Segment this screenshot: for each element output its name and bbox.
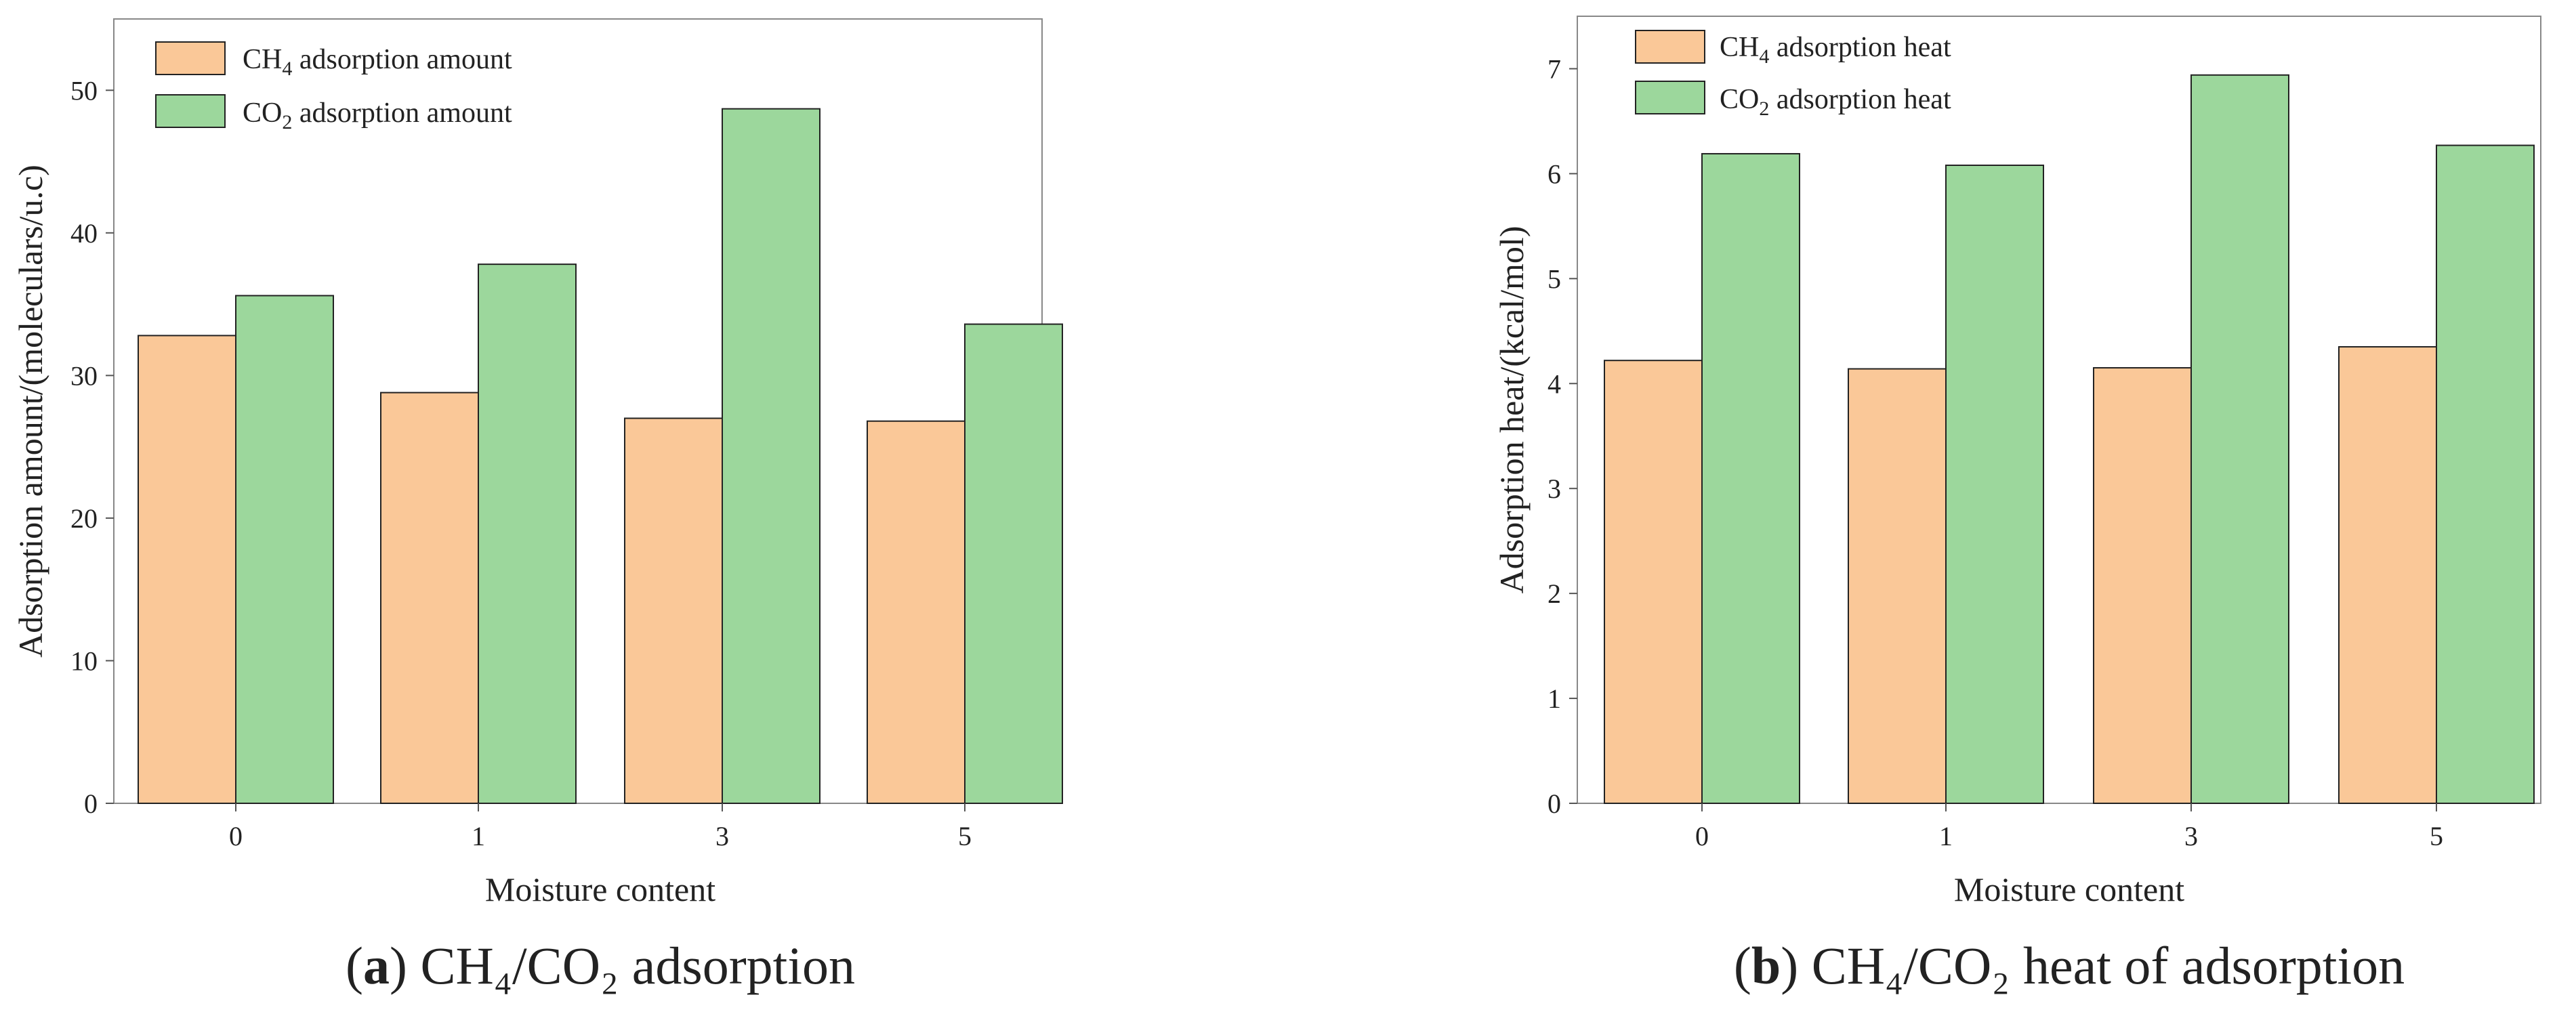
y-axis-title-a: Adsorption amount/(moleculars/u.c) — [12, 165, 49, 658]
y-tick-label: 1 — [1547, 683, 1561, 714]
plot-frame — [1577, 16, 2541, 804]
bar-ch4-1 — [1848, 368, 1947, 804]
legend-swatch-co2 — [155, 94, 226, 128]
x-tick-label: 1 — [472, 821, 485, 851]
legend-label-ch4: CH4 adsorption amount — [243, 44, 512, 80]
y-tick-label: 40 — [70, 218, 98, 249]
y-tick-label: 30 — [70, 360, 98, 391]
bar-co2-0 — [1701, 152, 1800, 805]
legend-label-ch4: CH4 adsorption heat — [1720, 32, 1951, 68]
legend-b: CH4 adsorption heat CO2 adsorption heat — [1635, 30, 1951, 120]
x-tick-label: 5 — [958, 821, 972, 851]
x-tick-label: 3 — [2184, 821, 2198, 851]
caption-b: (b) CH₄/CO₂ heat of adsorption — [1734, 936, 2405, 995]
bar-ch4-0 — [1604, 360, 1703, 804]
y-tick-label: 2 — [1547, 578, 1561, 609]
bar-ch4-5 — [2338, 346, 2437, 804]
legend-label-co2: CO2 adsorption amount — [243, 98, 512, 133]
y-tick-label: 50 — [70, 75, 98, 106]
legend-swatch-ch4 — [155, 41, 226, 75]
legend-label-co2: CO2 adsorption heat — [1720, 84, 1951, 120]
y-axis-title-b: Adsorption heat/(kcal/mol) — [1493, 226, 1531, 594]
bar-ch4-3 — [624, 417, 723, 804]
x-ticks-a: 0 1 3 5 — [229, 803, 972, 851]
bar-co2-1 — [1945, 165, 2044, 805]
legend-swatch-ch4 — [1635, 30, 1705, 64]
caption-a: (a) CH₄/CO₂ adsorption — [346, 936, 855, 995]
bar-co2-5 — [2436, 144, 2535, 804]
bar-ch4-5 — [867, 420, 965, 804]
y-ticks-a: 0 10 20 30 40 50 — [70, 75, 114, 819]
y-tick-label: 5 — [1547, 263, 1561, 294]
x-tick-label: 1 — [1939, 821, 1953, 851]
bar-co2-1 — [478, 263, 577, 804]
y-ticks-b: 0 1 2 3 4 5 6 7 — [1547, 54, 1577, 819]
y-tick-label: 10 — [70, 645, 98, 676]
chart-b: 0 1 2 3 4 5 6 7 0 1 3 5 CH4 adsorption heat CO2 ad… — [1493, 16, 2541, 995]
y-tick-label: 4 — [1547, 368, 1561, 399]
y-tick-label: 0 — [84, 788, 98, 819]
x-tick-label: 0 — [229, 821, 243, 851]
y-tick-label: 3 — [1547, 473, 1561, 504]
y-tick-label: 6 — [1547, 158, 1561, 189]
bar-co2-0 — [235, 295, 334, 804]
x-tick-label: 0 — [1695, 821, 1709, 851]
bars-a — [138, 108, 1063, 805]
x-axis-title-a: Moisture content — [485, 870, 715, 908]
bar-ch4-0 — [138, 335, 236, 805]
bar-co2-5 — [964, 323, 1063, 804]
legend-a: CH4 adsorption amount CO2 adsorption amo… — [155, 41, 512, 133]
x-tick-label: 3 — [715, 821, 729, 851]
x-axis-title-b: Moisture content — [1954, 870, 2184, 908]
chart-a: 0 10 20 30 40 50 0 1 3 5 CH4 adsorption amount C… — [12, 18, 1063, 995]
legend-swatch-co2 — [1635, 81, 1705, 114]
y-tick-label: 20 — [70, 503, 98, 534]
bars-b — [1604, 74, 2535, 805]
bar-ch4-3 — [2093, 367, 2192, 804]
y-tick-label: 0 — [1547, 788, 1561, 819]
x-ticks-b: 0 1 3 5 — [1695, 803, 2443, 851]
bar-co2-3 — [2190, 74, 2289, 804]
x-tick-label: 5 — [2430, 821, 2443, 851]
bar-ch4-1 — [380, 391, 479, 804]
y-tick-label: 7 — [1547, 54, 1561, 84]
bar-co2-3 — [722, 108, 820, 804]
